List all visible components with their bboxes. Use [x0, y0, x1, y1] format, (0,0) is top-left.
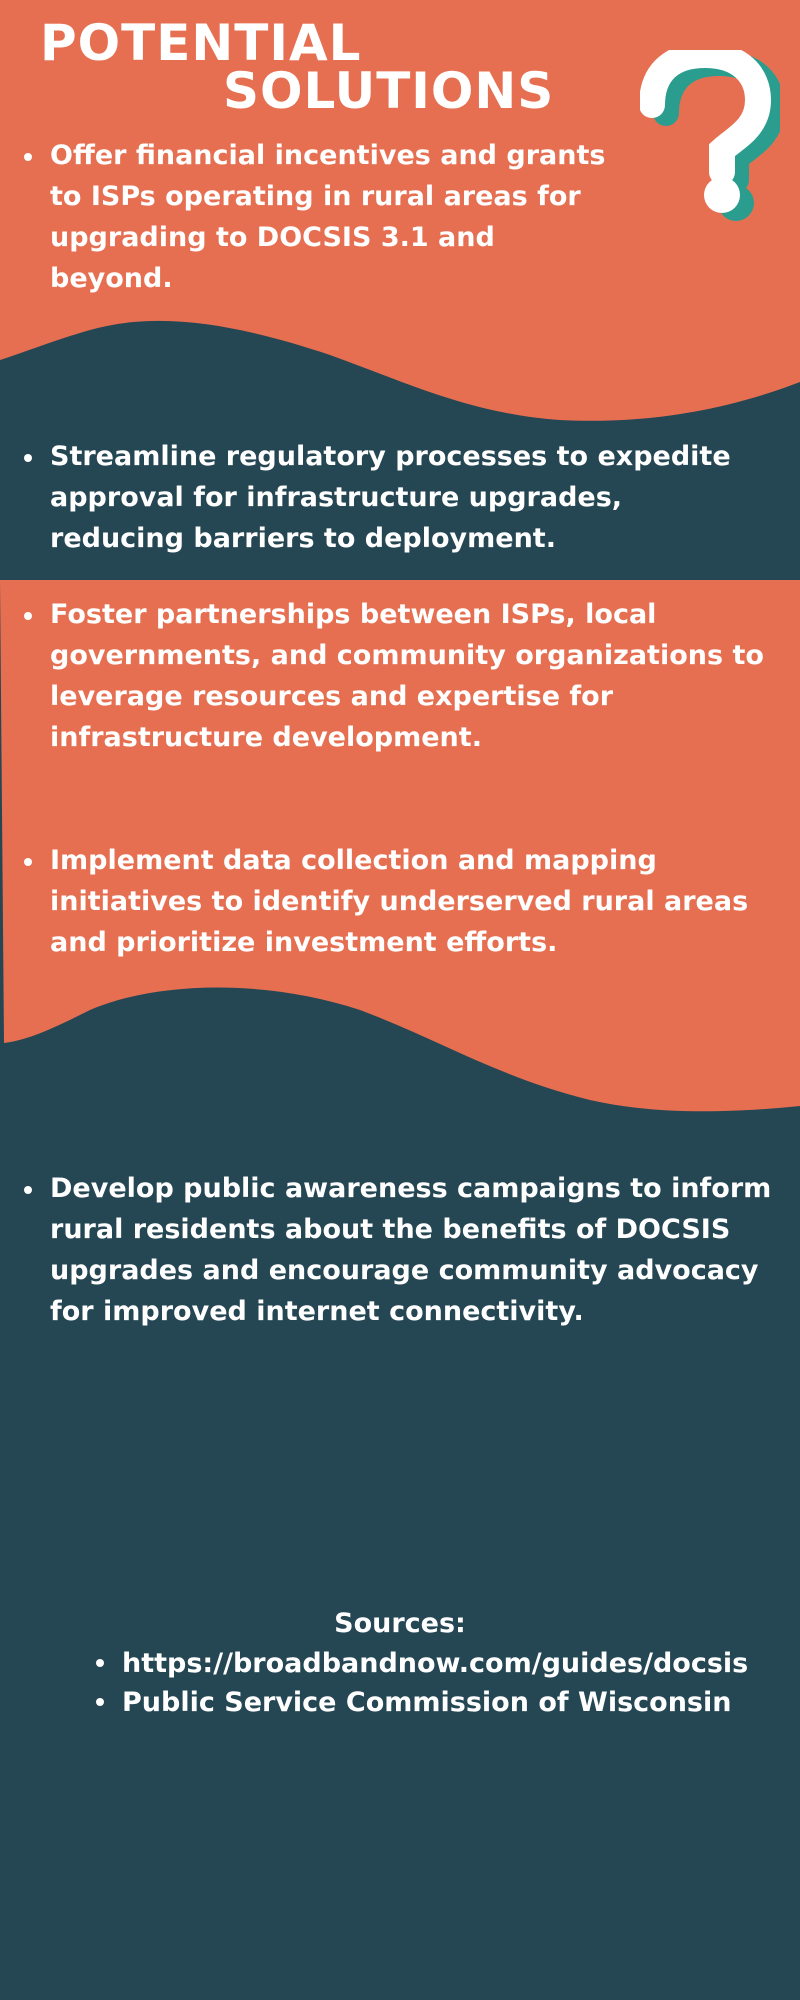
question-mark-dot [704, 177, 740, 213]
source-item-psc-wisconsin: Public Service Commission of Wisconsin [95, 1683, 748, 1722]
sources-list: https://broadbandnow.com/guides/docsis P… [95, 1644, 748, 1722]
question-mark-icon [640, 50, 780, 221]
title-line-2: SOLUTIONS [223, 62, 555, 120]
sources-heading: Sources: [334, 1608, 466, 1639]
top-wave-panel [0, 0, 800, 421]
solution-item-2: Streamline regulatory processes to exped… [24, 436, 750, 559]
solution-item-5: Develop public awareness campaigns to in… [24, 1168, 785, 1332]
solution-item-1: Offer financial incentives and grants to… [24, 135, 610, 299]
solution-item-3: Foster partnerships between ISPs, local … [24, 594, 785, 758]
solution-item-4: Implement data collection and mapping in… [24, 840, 785, 963]
middle-wave-panel [0, 580, 800, 1112]
title-line-1: POTENTIAL [40, 14, 362, 72]
source-link-broadbandnow[interactable]: https://broadbandnow.com/guides/docsis [95, 1644, 748, 1683]
question-mark-body [640, 50, 772, 185]
